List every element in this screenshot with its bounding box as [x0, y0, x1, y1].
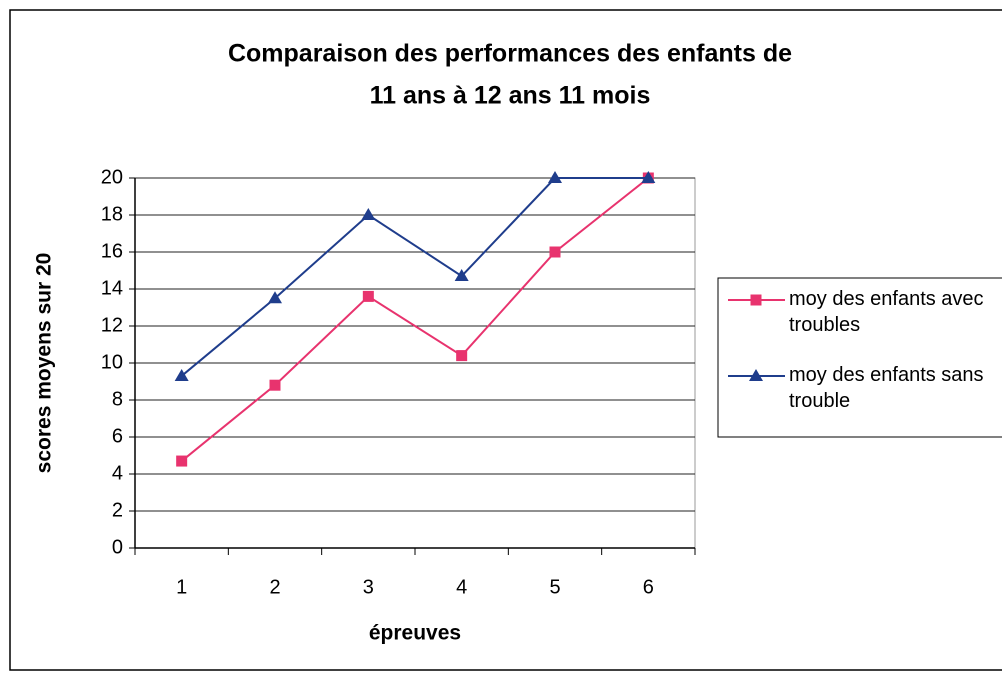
data-point — [548, 171, 562, 183]
y-tick-label: 14 — [101, 277, 123, 299]
series-line — [181, 177, 649, 377]
data-point — [362, 290, 374, 302]
y-tick-label: 4 — [112, 462, 123, 484]
x-tick-label: 6 — [643, 576, 654, 598]
chart-frame — [9, 9, 1002, 671]
data-point — [268, 291, 282, 304]
data-point — [549, 246, 561, 258]
y-tick-label: 18 — [101, 203, 123, 225]
y-tick-label: 16 — [101, 240, 123, 262]
x-tick-label: 3 — [363, 576, 374, 598]
x-tick-label: 5 — [549, 576, 560, 598]
y-tick-label: 6 — [112, 425, 123, 447]
chart-title: 11 ans à 12 ans 11 mois — [370, 82, 651, 110]
chart-title: Comparaison des performances des enfants… — [228, 40, 792, 68]
legend-marker — [749, 369, 763, 381]
x-tick-label: 1 — [176, 576, 187, 598]
data-point — [269, 379, 281, 391]
legend-label-box: moy des enfants avec troubles — [789, 288, 984, 336]
y-tick-label: 20 — [101, 166, 123, 188]
y-tick-label: 2 — [112, 499, 123, 521]
x-tick-label: 2 — [269, 576, 280, 598]
legend-label: moy des enfants sans trouble — [789, 364, 984, 412]
x-tick-label: 4 — [456, 576, 467, 598]
data-point — [454, 269, 469, 282]
y-tick-label: 10 — [101, 351, 123, 373]
legend-label: moy des enfants avec troubles — [789, 288, 984, 336]
y-tick-label: 8 — [112, 388, 123, 410]
data-point — [361, 208, 376, 220]
y-tick-label: 12 — [101, 314, 123, 336]
legend-marker — [750, 294, 762, 306]
legend-box — [717, 277, 1002, 438]
y-tick-label: 0 — [112, 536, 123, 558]
data-point — [174, 368, 189, 381]
x-axis-title: épreuves — [369, 622, 461, 645]
data-point — [456, 350, 468, 362]
data-point — [176, 455, 188, 467]
series-line — [181, 177, 649, 462]
legend-label-box: moy des enfants sans trouble — [789, 364, 984, 412]
y-axis-title: scores moyens sur 20 — [33, 253, 56, 474]
data-point — [641, 171, 656, 183]
